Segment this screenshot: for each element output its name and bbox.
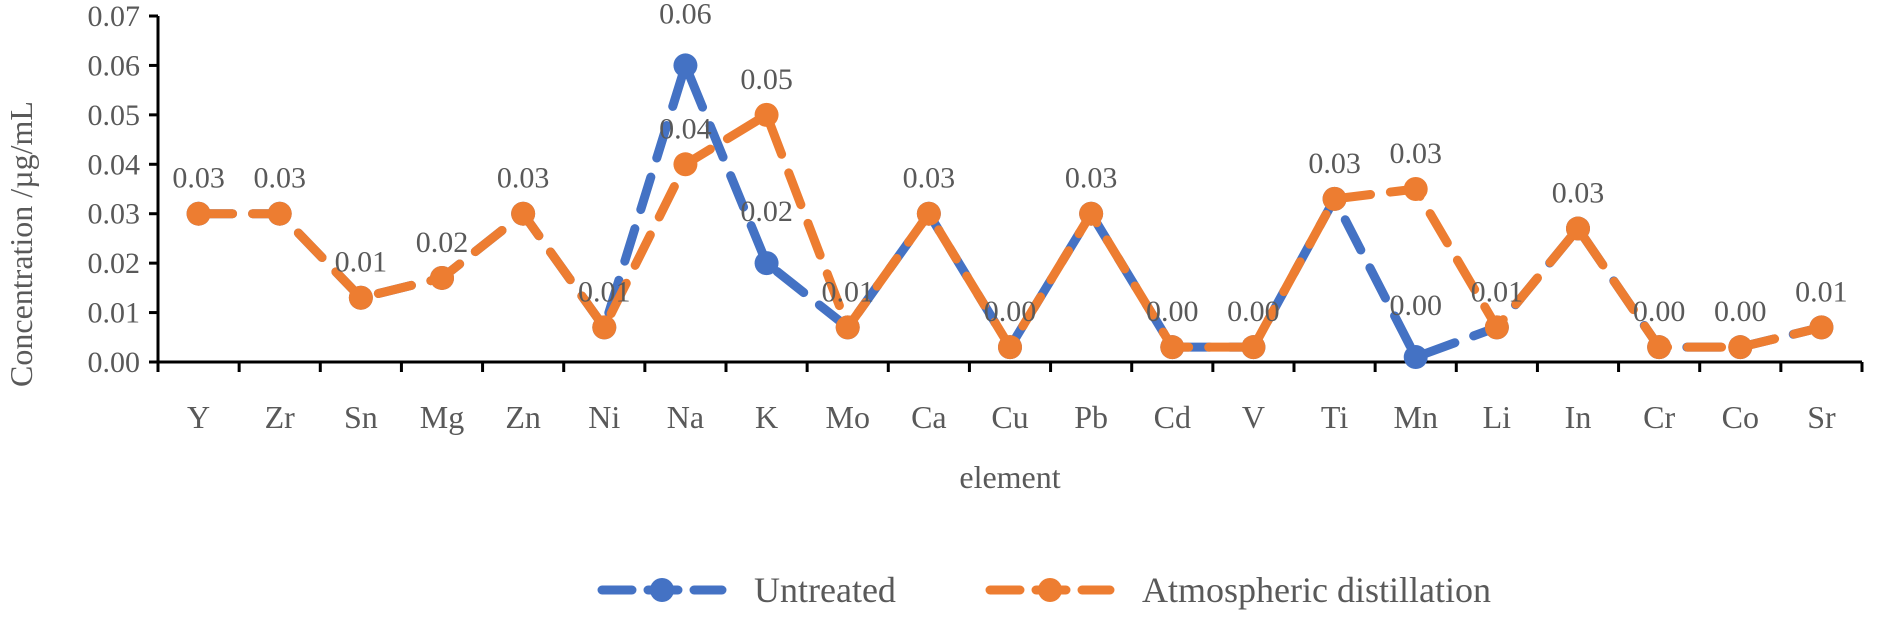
data-label: 0.03: [172, 162, 225, 195]
x-tick-label: V: [1242, 399, 1265, 435]
data-point: [1241, 335, 1266, 360]
data-point: [754, 251, 779, 276]
series-layer: [186, 53, 1834, 370]
legend-item: Untreated: [597, 570, 896, 610]
data-point: [1728, 335, 1753, 360]
data-point: [1322, 186, 1347, 211]
x-tick-label: Ti: [1321, 399, 1348, 435]
data-label: 0.03: [1389, 137, 1442, 170]
x-tick-label: Ni: [588, 399, 620, 435]
data-label: 0.03: [497, 162, 550, 195]
x-tick-label: Mo: [825, 399, 869, 435]
data-point: [1484, 315, 1509, 340]
data-label: 0.02: [740, 195, 793, 228]
data-point: [430, 265, 454, 290]
data-label: 0.03: [903, 162, 956, 195]
x-axis-title: element: [959, 459, 1060, 495]
data-label: 0.00: [1227, 295, 1280, 328]
data-point: [1403, 345, 1428, 370]
data-label: 0.00: [1714, 295, 1767, 328]
data-label: 0.00: [1633, 295, 1686, 328]
y-tick-label: 0.00: [88, 346, 141, 379]
data-point: [592, 315, 617, 340]
x-tick-label: Li: [1483, 399, 1512, 435]
series-atmospheric-distillation: [186, 102, 1834, 360]
data-point: [673, 53, 698, 78]
x-tick-label: Ca: [911, 399, 947, 435]
x-tick-label: Cu: [991, 399, 1028, 435]
data-point: [186, 201, 211, 226]
data-label: 0.01: [1795, 275, 1848, 308]
data-point: [1403, 177, 1428, 201]
data-point: [1160, 335, 1185, 360]
data-label: 0.00: [1146, 295, 1199, 328]
data-point: [835, 315, 860, 340]
data-label: 0.02: [416, 226, 469, 259]
x-tick-label: Y: [187, 399, 210, 435]
data-point: [998, 335, 1022, 360]
x-tick-label: Zr: [265, 399, 296, 435]
data-labels: 0.06 0.02 0.00 0.03 0.03 0.01 0.02 0.03 0.01 0.04…: [172, 0, 1847, 328]
y-axis-ticks: 0.00 0.01 0.02 0.03 0.04 0.05 0.06 0.07: [88, 0, 158, 379]
x-tick-label: Na: [667, 399, 704, 435]
legend-label: Atmospheric distillation: [1142, 570, 1491, 610]
y-axis-title: Concentration /µg/mL: [3, 101, 39, 387]
data-point: [1079, 201, 1104, 226]
data-point: [754, 102, 779, 127]
x-tick-label: Cr: [1643, 399, 1675, 435]
data-point: [1647, 335, 1672, 360]
data-label: 0.03: [1065, 162, 1118, 195]
data-point: [348, 285, 373, 310]
data-point: [1566, 216, 1590, 241]
y-tick-label: 0.02: [88, 247, 141, 280]
data-label: 0.03: [1308, 147, 1361, 180]
data-label: 0.01: [821, 275, 874, 308]
x-tick-label: Zn: [505, 399, 541, 435]
y-tick-label: 0.01: [88, 297, 141, 330]
data-label: 0.00: [1389, 289, 1442, 322]
data-point: [673, 152, 698, 177]
x-tick-label: Mn: [1393, 399, 1437, 435]
data-label: 0.01: [335, 246, 388, 279]
x-tick-label: Sr: [1807, 399, 1836, 435]
data-label: 0.01: [1471, 275, 1524, 308]
data-point: [916, 201, 941, 226]
x-axis-ticks: Y Zr Sn Mg Zn Ni Na K Mo Ca Cu Pb Cd V Ti Mn Li In Cr Co Sr: [156, 362, 1864, 435]
x-tick-label: Sn: [344, 399, 378, 435]
x-tick-label: In: [1565, 399, 1592, 435]
x-tick-label: K: [755, 399, 778, 435]
x-tick-label: Cd: [1154, 399, 1191, 435]
y-tick-label: 0.04: [88, 148, 141, 181]
data-label: 0.03: [1552, 177, 1605, 210]
data-point: [511, 201, 536, 226]
data-label: 0.06: [659, 0, 712, 30]
data-point: [267, 201, 292, 226]
legend-swatch-marker: [650, 578, 674, 602]
x-tick-label: Co: [1722, 399, 1759, 435]
data-label: 0.03: [253, 162, 306, 195]
x-tick-label: Pb: [1074, 399, 1108, 435]
data-point: [1809, 315, 1834, 340]
data-label: 0.05: [740, 63, 793, 96]
legend-label: Untreated: [754, 570, 896, 610]
y-tick-label: 0.05: [88, 99, 141, 132]
data-label: 0.04: [659, 112, 712, 145]
y-tick-label: 0.06: [88, 49, 141, 82]
x-tick-label: Mg: [420, 399, 464, 435]
y-tick-label: 0.07: [88, 0, 141, 33]
legend-item: Atmospheric distillation: [985, 570, 1491, 610]
data-label: 0.00: [984, 295, 1037, 328]
y-tick-label: 0.03: [88, 198, 141, 231]
legend: Untreated Atmospheric distillation: [597, 570, 1491, 610]
legend-swatch-marker: [1038, 578, 1062, 602]
data-label: 0.01: [578, 275, 631, 308]
